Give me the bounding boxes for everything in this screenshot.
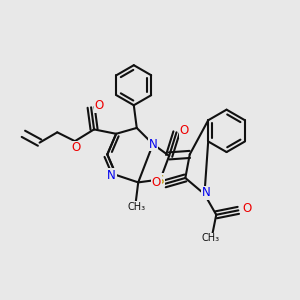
Text: N: N (202, 186, 210, 199)
Text: CH₃: CH₃ (201, 233, 219, 243)
Text: N: N (107, 169, 116, 182)
Text: O: O (242, 202, 251, 215)
Text: O: O (179, 124, 188, 137)
Text: S: S (157, 173, 164, 187)
Text: O: O (95, 99, 104, 112)
Text: O: O (152, 176, 161, 189)
Text: O: O (72, 141, 81, 154)
Text: CH₃: CH₃ (128, 202, 146, 212)
Text: N: N (148, 138, 157, 151)
